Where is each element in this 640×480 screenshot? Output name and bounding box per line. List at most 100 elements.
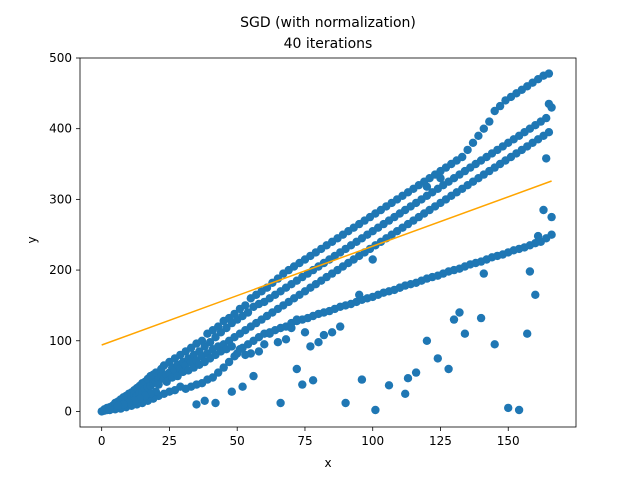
data-point bbox=[249, 371, 258, 381]
data-point bbox=[401, 389, 410, 398]
y-tick-label: 400 bbox=[49, 122, 72, 136]
data-point bbox=[219, 363, 228, 372]
data-point bbox=[504, 403, 513, 413]
data-point bbox=[395, 283, 404, 292]
data-point bbox=[227, 342, 236, 351]
data-point bbox=[542, 113, 551, 123]
data-point bbox=[306, 342, 315, 351]
x-tick-label: 150 bbox=[497, 434, 520, 448]
data-point bbox=[474, 131, 483, 140]
x-tick-label: 25 bbox=[162, 434, 177, 448]
data-point bbox=[436, 174, 445, 183]
x-tick-label: 50 bbox=[230, 434, 245, 448]
data-point bbox=[455, 308, 464, 317]
data-point bbox=[260, 340, 269, 349]
data-point bbox=[368, 255, 377, 264]
data-point bbox=[463, 145, 472, 155]
x-tick-label: 0 bbox=[98, 434, 106, 448]
data-point bbox=[495, 101, 505, 111]
data-point bbox=[235, 345, 245, 354]
data-point bbox=[292, 364, 301, 374]
data-point bbox=[292, 315, 301, 324]
data-point bbox=[449, 315, 459, 324]
data-point bbox=[154, 380, 163, 389]
data-point bbox=[105, 405, 115, 415]
y-tick-label: 100 bbox=[49, 334, 72, 348]
data-point bbox=[205, 338, 215, 347]
y-axis-label: y bbox=[25, 236, 39, 243]
data-point bbox=[514, 405, 524, 415]
data-point bbox=[433, 354, 442, 363]
fit-line bbox=[101, 180, 552, 346]
data-point bbox=[523, 329, 532, 338]
data-point bbox=[490, 106, 499, 116]
y-tick-label: 0 bbox=[64, 404, 72, 418]
x-axis-label: x bbox=[324, 456, 331, 470]
data-point bbox=[222, 323, 231, 333]
data-point bbox=[458, 152, 467, 162]
x-tick-label: 125 bbox=[429, 434, 452, 448]
data-point bbox=[539, 205, 548, 215]
data-point bbox=[211, 398, 220, 408]
data-point bbox=[230, 352, 239, 361]
data-point bbox=[479, 124, 488, 133]
data-point bbox=[300, 328, 310, 337]
axes-frame bbox=[79, 57, 577, 428]
data-point bbox=[468, 138, 478, 147]
data-point bbox=[544, 128, 554, 137]
data-point bbox=[422, 336, 432, 345]
x-tick-label: 100 bbox=[361, 434, 384, 448]
data-point bbox=[547, 212, 556, 222]
data-point bbox=[479, 269, 488, 278]
data-point bbox=[113, 401, 123, 410]
data-point bbox=[287, 323, 296, 333]
data-point bbox=[241, 350, 250, 360]
data-point bbox=[403, 374, 413, 383]
data-point bbox=[276, 398, 285, 408]
data-point bbox=[531, 290, 540, 299]
chart-title: SGD (with normalization) bbox=[240, 15, 416, 31]
data-point bbox=[238, 382, 247, 391]
data-point bbox=[192, 400, 201, 409]
data-point bbox=[336, 322, 345, 331]
y-tick-label: 300 bbox=[49, 192, 72, 206]
data-point bbox=[547, 230, 556, 239]
data-point bbox=[224, 357, 234, 367]
y-tick-label: 200 bbox=[49, 263, 72, 277]
data-point bbox=[200, 396, 209, 405]
data-point bbox=[227, 387, 236, 396]
data-point bbox=[265, 329, 274, 338]
data-point bbox=[444, 364, 453, 374]
data-point bbox=[490, 340, 499, 349]
data-point bbox=[485, 117, 494, 126]
data-point bbox=[341, 398, 350, 408]
data-point bbox=[327, 328, 337, 337]
data-point bbox=[476, 313, 486, 323]
plot-area: 0 25 50 75 100 125 150 0 100 200 300 400 500 bbox=[49, 51, 577, 448]
data-point bbox=[357, 375, 367, 384]
chart-subtitle: 40 iterations bbox=[284, 36, 373, 52]
data-point bbox=[371, 405, 380, 415]
data-point bbox=[254, 347, 264, 356]
data-point bbox=[384, 381, 394, 390]
data-point bbox=[411, 368, 421, 377]
data-point bbox=[241, 301, 250, 310]
data-point bbox=[355, 290, 364, 299]
data-point bbox=[281, 335, 291, 344]
data-point bbox=[525, 267, 535, 276]
data-point bbox=[314, 338, 323, 347]
y-tick-label: 500 bbox=[49, 51, 72, 65]
data-point bbox=[211, 333, 220, 342]
data-point bbox=[214, 368, 223, 377]
data-point bbox=[319, 330, 329, 340]
data-point bbox=[243, 308, 253, 317]
data-point bbox=[544, 99, 554, 109]
data-point bbox=[542, 154, 551, 163]
data-point bbox=[544, 69, 554, 78]
data-point bbox=[308, 376, 318, 385]
x-tick-label: 75 bbox=[297, 434, 312, 448]
data-point bbox=[533, 231, 543, 241]
data-point bbox=[422, 182, 432, 191]
data-point bbox=[460, 329, 470, 338]
